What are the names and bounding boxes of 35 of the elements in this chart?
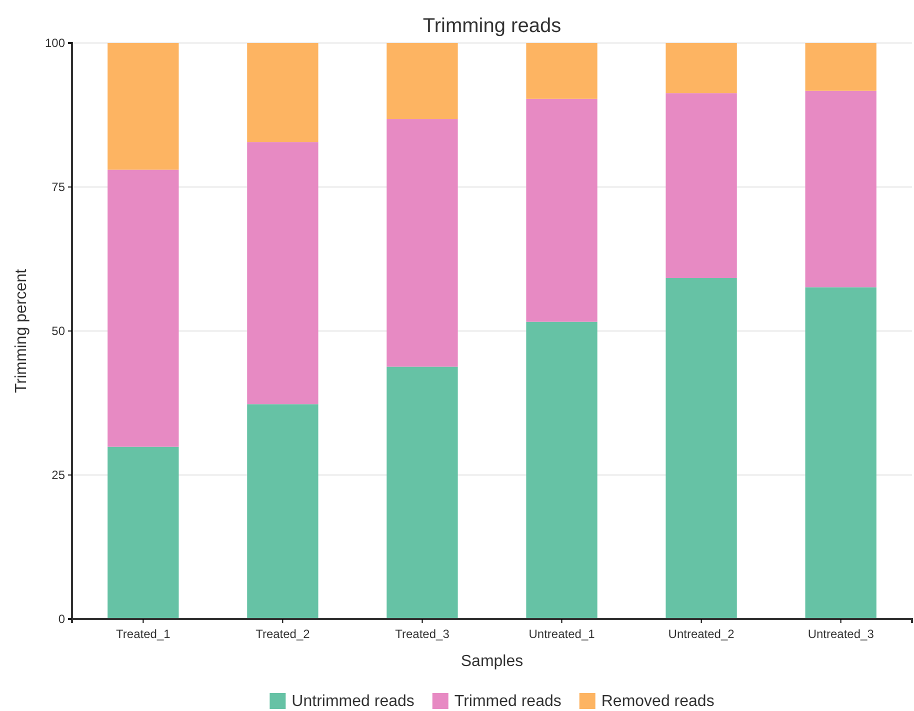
y-tick-label: 25 [52,468,66,482]
x-tick-label: Treated_2 [256,627,310,641]
bar [386,43,458,120]
y-axis-title: Trimming percent [13,268,30,393]
x-tick-label: Untreated_3 [808,627,874,641]
y-tick-label: 0 [58,612,66,626]
bar [805,287,876,619]
bar [247,43,318,142]
bar [526,322,598,619]
chart-title: Trimming reads [422,15,562,37]
x-tick-label: Untreated_2 [668,627,735,641]
y-tick-label: 50 [52,324,66,338]
bar [386,366,458,619]
bar [108,43,179,170]
bar [526,98,598,322]
x-axis-title: Samples [460,653,524,670]
y-tick-label: 100 [44,36,66,50]
bar [386,119,458,367]
bar [666,93,737,278]
legend-label: Trimmed reads [454,693,562,710]
bar [247,142,318,404]
bar [526,43,598,99]
x-tick-label: Treated_1 [116,627,171,641]
bar [666,278,737,619]
x-tick-label: Untreated_1 [528,627,596,641]
x-tick-label: Treated_3 [395,627,450,641]
bar [805,90,876,288]
bar [108,446,179,619]
y-tick-label: 75 [52,180,66,194]
legend-label: Removed reads [601,693,714,710]
bar [108,170,179,447]
bar [666,43,737,94]
legend-label: Untrimmed reads [292,693,414,710]
bar [247,404,318,619]
bar [805,43,876,91]
